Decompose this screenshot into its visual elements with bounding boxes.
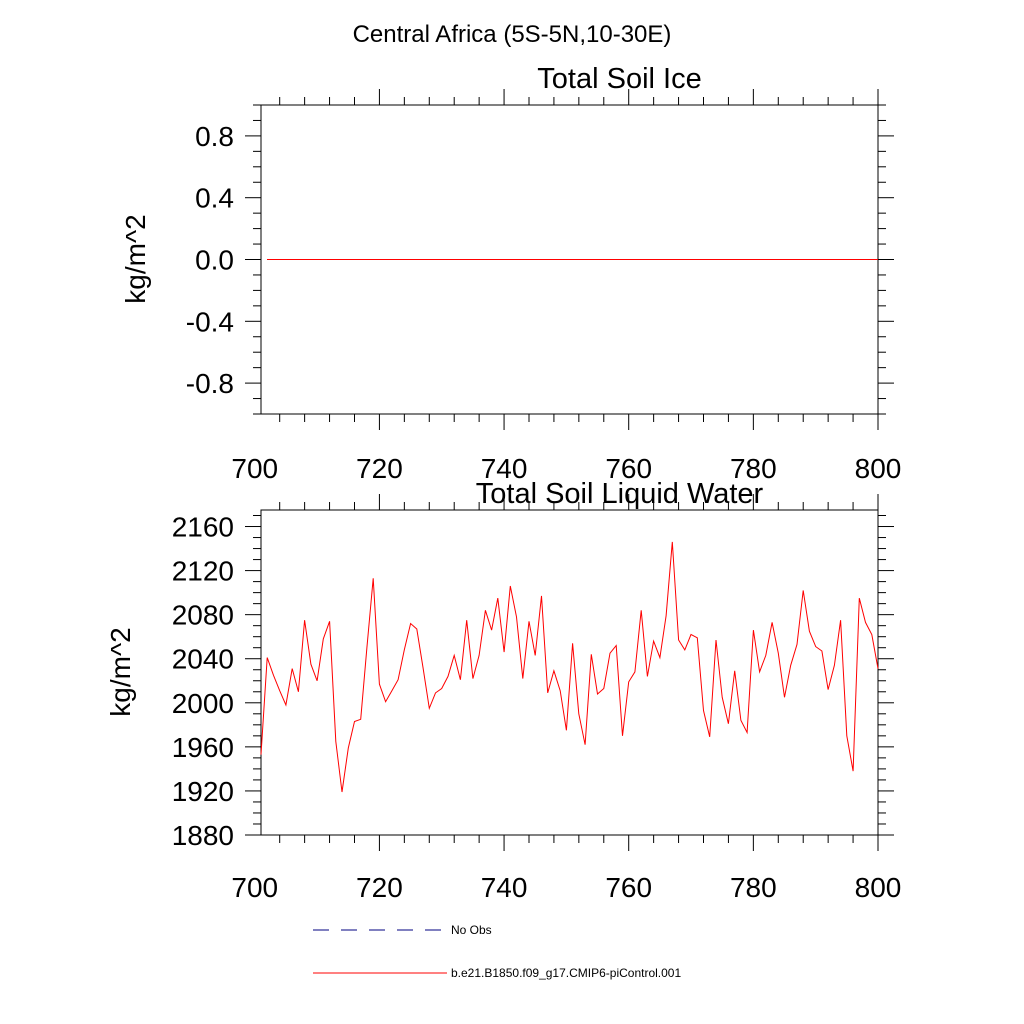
x-tick-label: 780 (730, 872, 777, 903)
x-tick-label: 760 (605, 872, 652, 903)
x-tick-label: 800 (855, 872, 902, 903)
y-tick-label: 2120 (172, 556, 234, 587)
y-axis-label: kg/m^2 (105, 627, 136, 716)
panel-total-soil-ice: Total Soil Ice -0.8 -0.4 0.0 0.4 0.8 700 720 740… (120, 63, 901, 484)
x-tick-label: 800 (855, 453, 902, 484)
y-tick-label: -0.8 (186, 368, 234, 399)
figure-title: Central Africa (5S-5N,10-30E) (353, 21, 672, 48)
legend: No Obs b.e21.B1850.f09_g17.CMIP6-piContr… (313, 923, 681, 980)
x-tick-label: 720 (356, 453, 403, 484)
legend-label-no-obs: No Obs (451, 923, 492, 937)
y-tick-label: 0.8 (195, 121, 234, 152)
y-tick-label: 2040 (172, 644, 234, 675)
legend-label-model: b.e21.B1850.f09_g17.CMIP6-piControl.001 (451, 966, 681, 980)
y-tick-label: 1960 (172, 732, 234, 763)
y-tick-label: 2000 (172, 688, 234, 719)
x-tick-label: 760 (605, 453, 652, 484)
y-tick-label: 1880 (172, 820, 234, 851)
series-line (260, 541, 879, 793)
y-tick-label: 2080 (172, 600, 234, 631)
y-tick-label: 1920 (172, 776, 234, 807)
y-tick-label: -0.4 (186, 306, 234, 337)
y-tick-label: 2160 (172, 512, 234, 543)
x-tick-label: 720 (356, 872, 403, 903)
x-tick-label: 740 (481, 872, 528, 903)
chart-title: Total Soil Liquid Water (476, 478, 764, 510)
chart-title: Total Soil Ice (537, 63, 701, 95)
x-tick-label: 740 (481, 453, 528, 484)
panel-total-soil-liquid-water: Total Soil Liquid Water 1880 1920 1960 2000 2… (105, 478, 901, 903)
x-tick-label: 780 (730, 453, 777, 484)
plot-frame (260, 509, 879, 836)
x-tick-label: 700 (231, 872, 278, 903)
y-axis-label: kg/m^2 (120, 214, 151, 303)
y-tick-label: 0.4 (195, 183, 234, 214)
y-tick-label: 0.0 (195, 245, 234, 276)
x-tick-label: 700 (231, 453, 278, 484)
